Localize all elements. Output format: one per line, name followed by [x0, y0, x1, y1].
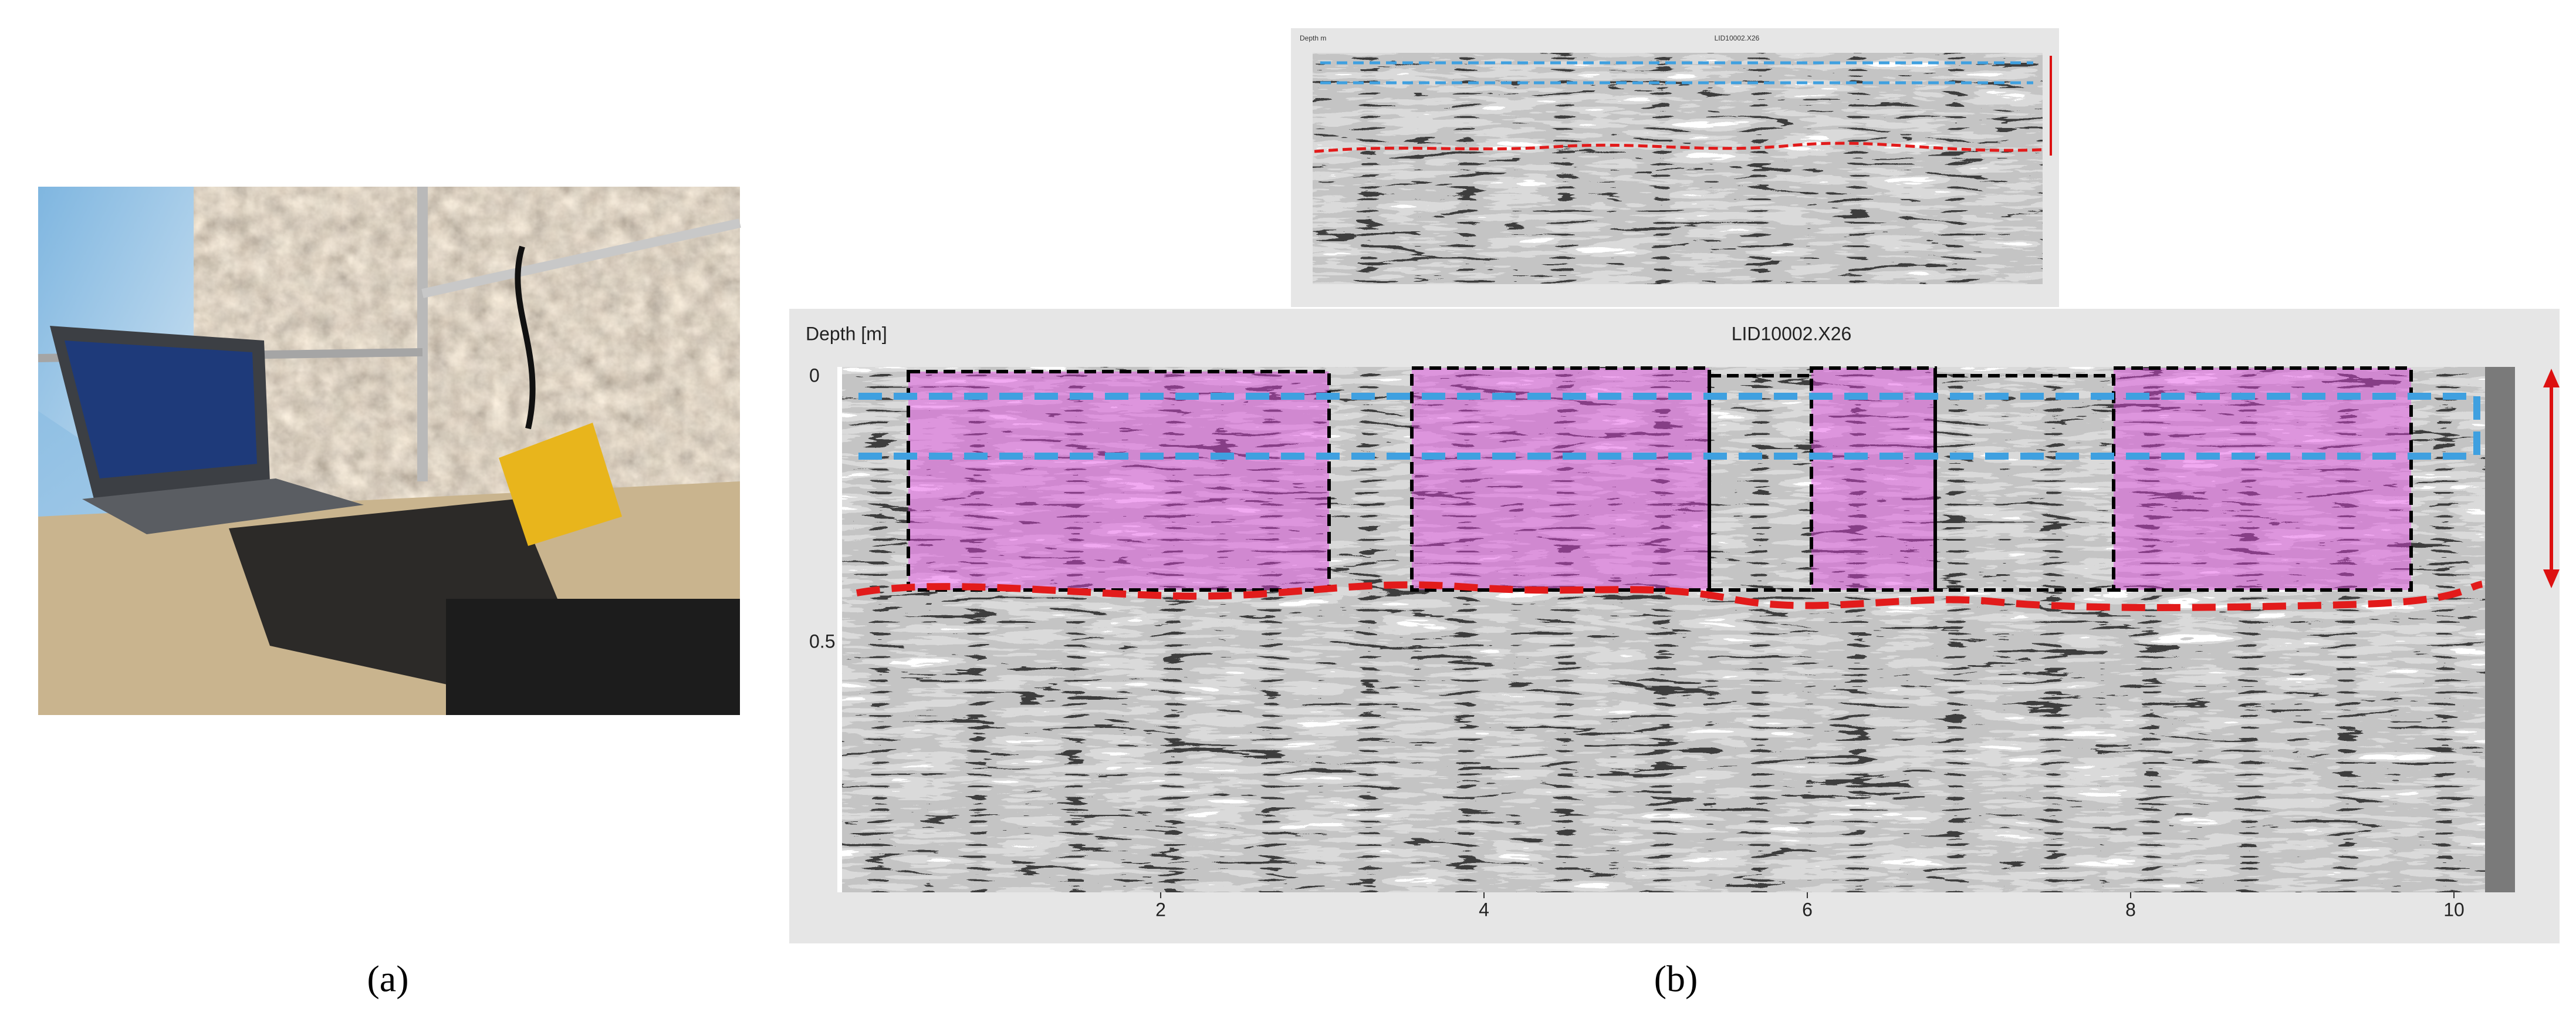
magenta-box [1410, 366, 1711, 592]
y-tick-label: 0.5 [809, 630, 835, 652]
red-dashed-line [856, 581, 2483, 611]
magenta-box [1810, 366, 1937, 592]
inset-title: LID10002.X26 [1715, 34, 1760, 42]
magenta-box [2112, 366, 2413, 592]
x-tick-label: 4 [1479, 899, 1489, 920]
panel-label: (a) [367, 958, 408, 1000]
x-tick-label: 2 [1155, 899, 1166, 920]
inset-depth-label: Depth m [1300, 34, 1326, 42]
radargram-end [2485, 367, 2515, 892]
depth-label: Depth [m] [806, 323, 887, 344]
y-tick-label: 0 [809, 365, 820, 386]
radargram-title: LID10002.X26 [1732, 323, 1852, 344]
photo [38, 187, 741, 715]
arrow-head [2543, 369, 2560, 387]
antenna [499, 423, 622, 546]
laptop-base [82, 478, 364, 534]
inset-radargram [1313, 53, 2043, 284]
cable [515, 245, 536, 430]
scaffold [421, 218, 741, 298]
laptop-display [65, 340, 257, 478]
x-tick-label: 8 [2125, 899, 2136, 920]
red-dashed-line [1314, 141, 2043, 153]
x-tick-label: 10 [2443, 899, 2465, 920]
arrow-head [2543, 569, 2560, 588]
battery [446, 599, 740, 715]
highlight-boxes [907, 366, 2413, 592]
magenta-box [907, 370, 1331, 592]
panel-label: (b) [1654, 958, 1698, 1000]
x-tick-label: 6 [1802, 899, 1813, 920]
